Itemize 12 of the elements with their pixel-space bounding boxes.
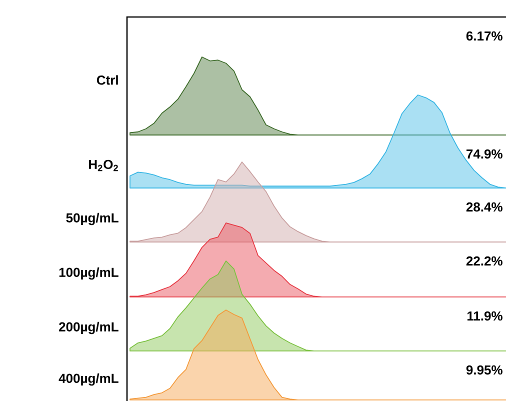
y-axis-title: Ctrl — [96, 75, 118, 85]
y-axis-title: 200µg/mL — [59, 322, 118, 334]
annotation: 22.2% — [466, 256, 502, 266]
text: 6.17% — [466, 31, 502, 41]
annotation: 74.9% — [466, 149, 502, 159]
y-axis-title: 400µg/mL — [58, 373, 118, 386]
y-axis-title: 50µg/mL — [66, 212, 118, 226]
annotation: 11.9% — [467, 311, 502, 321]
annotation: 28.4% — [466, 202, 502, 212]
y-axis-title: 100µg/mL — [59, 267, 118, 280]
y-axis-title: H$_{2}$O$_{2}$ — [89, 160, 118, 172]
annotation: 9.95% — [466, 365, 502, 375]
